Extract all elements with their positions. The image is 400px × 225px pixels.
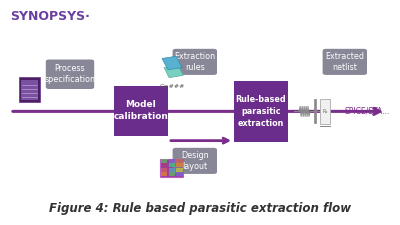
FancyBboxPatch shape [46, 59, 94, 89]
Text: Model
calibration: Model calibration [114, 100, 168, 121]
Text: Design
layout: Design layout [181, 151, 209, 171]
Text: Rule-based
parasitic
extraction: Rule-based parasitic extraction [236, 95, 286, 128]
FancyBboxPatch shape [19, 76, 40, 102]
FancyBboxPatch shape [168, 168, 175, 172]
FancyBboxPatch shape [176, 163, 183, 167]
Text: Extraction
rules: Extraction rules [174, 52, 215, 72]
Text: C=###: C=### [159, 84, 185, 89]
FancyBboxPatch shape [160, 159, 183, 177]
FancyBboxPatch shape [161, 172, 167, 176]
FancyBboxPatch shape [173, 148, 217, 174]
FancyBboxPatch shape [168, 163, 175, 167]
FancyBboxPatch shape [161, 159, 167, 163]
Text: SYNOPSYS·: SYNOPSYS· [10, 10, 90, 23]
FancyBboxPatch shape [168, 159, 175, 163]
FancyBboxPatch shape [161, 168, 167, 172]
Text: Process
specification: Process specification [44, 64, 96, 84]
FancyBboxPatch shape [320, 99, 330, 124]
FancyBboxPatch shape [173, 49, 217, 75]
FancyBboxPatch shape [234, 81, 288, 142]
FancyBboxPatch shape [176, 172, 183, 176]
FancyBboxPatch shape [323, 49, 367, 75]
Text: Extracted
netlist: Extracted netlist [325, 52, 364, 72]
FancyBboxPatch shape [21, 80, 38, 100]
Text: SPICE/STA...: SPICE/STA... [345, 107, 390, 116]
FancyBboxPatch shape [114, 86, 168, 136]
FancyBboxPatch shape [176, 168, 183, 172]
Text: Figure 4: Rule based parasitic extraction flow: Figure 4: Rule based parasitic extractio… [49, 202, 351, 215]
FancyBboxPatch shape [161, 163, 167, 167]
Text: Rₓ: Rₓ [322, 109, 328, 114]
FancyBboxPatch shape [176, 159, 183, 163]
Polygon shape [164, 65, 183, 78]
Polygon shape [162, 56, 182, 70]
FancyBboxPatch shape [168, 172, 175, 176]
